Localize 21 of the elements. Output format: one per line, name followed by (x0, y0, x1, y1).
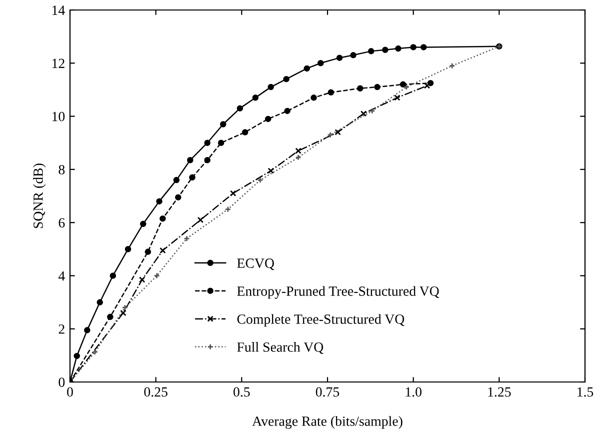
y-tick-label: 8 (58, 165, 65, 174)
y-axis-title: SQNR (dB) (33, 164, 46, 228)
x-tick-label: 1.0 (406, 387, 422, 397)
legend-label: Full Search VQ (237, 342, 324, 354)
x-tick-label: 0.75 (316, 387, 340, 397)
y-tick-label: 14 (52, 6, 65, 15)
legend-label: ECVQ (237, 258, 274, 270)
y-tick-label: 10 (52, 112, 65, 122)
y-tick-label: 0 (58, 378, 65, 387)
legend-label: Complete Tree-Structured VQ (237, 314, 404, 327)
legend-label: Entropy-Pruned Tree-Structured VQ (237, 286, 440, 299)
x-tick-label: 1.25 (488, 387, 511, 397)
x-tick-label: 0.25 (144, 387, 168, 397)
x-tick-label: 0 (67, 387, 73, 397)
y-tick-label: 4 (58, 271, 65, 281)
x-tick-label: 1.5 (578, 387, 594, 397)
y-tick-label: 2 (58, 324, 64, 334)
x-tick-label: 0.5 (234, 387, 250, 397)
x-axis-title: Average Rate (bits/sample) (252, 416, 402, 429)
y-tick-label: 12 (52, 58, 64, 68)
y-tick-label: 6 (58, 218, 65, 228)
